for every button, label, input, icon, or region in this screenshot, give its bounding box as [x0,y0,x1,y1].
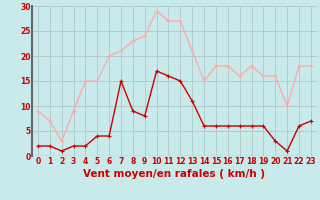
X-axis label: Vent moyen/en rafales ( km/h ): Vent moyen/en rafales ( km/h ) [84,169,265,179]
